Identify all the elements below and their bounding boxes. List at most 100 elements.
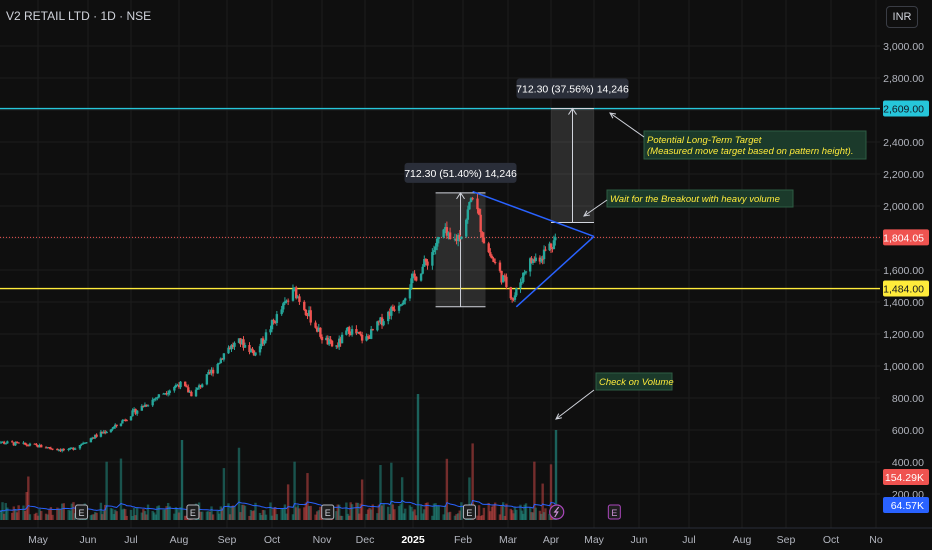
volume-bar xyxy=(421,513,424,520)
candle xyxy=(359,333,362,335)
candle xyxy=(355,329,358,334)
candle xyxy=(67,448,70,451)
volume-bar xyxy=(345,502,348,520)
candle xyxy=(548,243,551,251)
volume-ma-tag-label: 64.57K xyxy=(891,500,924,512)
volume-bar xyxy=(498,514,502,520)
volume-bar xyxy=(359,503,362,520)
volume-bar xyxy=(549,464,553,520)
candle xyxy=(424,259,428,262)
volume-bar xyxy=(22,505,25,520)
volume-note-box xyxy=(595,372,673,391)
volume-bar xyxy=(249,509,253,520)
candle xyxy=(493,262,497,264)
volume-bar xyxy=(492,504,495,520)
volume-bar xyxy=(27,476,30,520)
volume-bar xyxy=(243,505,247,520)
volume-bar xyxy=(210,506,213,520)
volume-bar xyxy=(156,506,159,520)
volume-bar xyxy=(166,502,170,520)
price-tick-label: 600.00 xyxy=(892,425,924,437)
candle xyxy=(10,441,14,443)
volume-bar xyxy=(112,514,115,520)
target-note-line: Potential Long-Term Target xyxy=(647,135,762,146)
volume-bar xyxy=(307,506,311,520)
volume-bar xyxy=(415,515,418,520)
candle xyxy=(210,369,213,374)
time-axis[interactable]: May Jun Jul Aug Sep Oct Nov Dec 2025 Feb Mar Apr May… xyxy=(0,527,932,550)
volume-bar xyxy=(67,509,70,520)
candle xyxy=(135,410,139,414)
volume-bar xyxy=(349,502,352,520)
time-tick-label: Aug xyxy=(170,534,189,546)
volume-bar xyxy=(174,507,178,520)
volume-bar xyxy=(533,461,536,520)
currency-button[interactable]: INR xyxy=(886,6,918,28)
candle xyxy=(197,385,201,388)
candle xyxy=(515,288,518,296)
candle xyxy=(131,410,134,417)
candle xyxy=(40,444,43,448)
candle xyxy=(260,338,263,347)
price-axis[interactable]: 3,000.002,800.002,600.002,400.002,200.00… xyxy=(880,0,932,528)
annotations: Potential Long-Term Target(Measured move… xyxy=(555,112,867,420)
volume-bar xyxy=(306,473,309,520)
candle xyxy=(293,287,296,290)
candle xyxy=(270,320,274,330)
earnings-marker xyxy=(462,504,476,520)
candle xyxy=(12,442,16,446)
volume-bar xyxy=(432,503,436,520)
volume-bar xyxy=(15,512,19,520)
measure-label: 712.30 (51.40%) 14,246 xyxy=(404,168,517,180)
candle xyxy=(431,252,434,266)
candle xyxy=(390,306,393,316)
volume-bar xyxy=(534,507,537,520)
volume-bar xyxy=(490,506,494,520)
volume-bar xyxy=(176,508,179,520)
volume-bar xyxy=(227,503,230,520)
candle xyxy=(542,249,546,260)
volume-bar xyxy=(513,507,517,520)
volume-bar xyxy=(49,507,53,520)
candle xyxy=(91,437,94,439)
price-tick-label: 2,800.00 xyxy=(883,73,924,85)
candle xyxy=(505,276,508,288)
candle xyxy=(298,296,301,302)
candle xyxy=(490,255,494,259)
time-tick-label: Jul xyxy=(682,534,695,546)
candle xyxy=(340,334,344,344)
volume-bar xyxy=(524,503,528,520)
candle xyxy=(509,287,512,299)
candle xyxy=(109,429,113,432)
candle xyxy=(458,235,461,240)
candle xyxy=(33,443,36,445)
volume-bar xyxy=(129,509,133,520)
volume-bar xyxy=(423,509,426,520)
candle xyxy=(419,273,423,281)
volume-bar xyxy=(503,515,506,520)
time-tick-label: Dec xyxy=(356,534,375,546)
breakout-note-box xyxy=(606,189,794,208)
price-tick-label: 400.00 xyxy=(892,457,924,469)
candle xyxy=(196,387,199,390)
volume-bar xyxy=(101,514,104,520)
candle xyxy=(28,443,32,446)
candle xyxy=(194,389,198,397)
volume-bar xyxy=(95,512,98,520)
candle xyxy=(294,287,298,299)
candle xyxy=(524,271,528,273)
volume-bar xyxy=(258,512,262,520)
candle xyxy=(153,399,156,401)
candle xyxy=(205,374,209,385)
volume-bar xyxy=(89,515,93,520)
candle xyxy=(498,262,502,271)
volume-bar xyxy=(528,506,532,520)
candle xyxy=(142,405,145,407)
candle xyxy=(219,358,223,364)
candle xyxy=(177,384,181,388)
candle xyxy=(121,420,124,424)
volume-bar xyxy=(146,504,150,520)
volume-bar xyxy=(179,507,182,520)
volume-bar xyxy=(23,510,27,520)
